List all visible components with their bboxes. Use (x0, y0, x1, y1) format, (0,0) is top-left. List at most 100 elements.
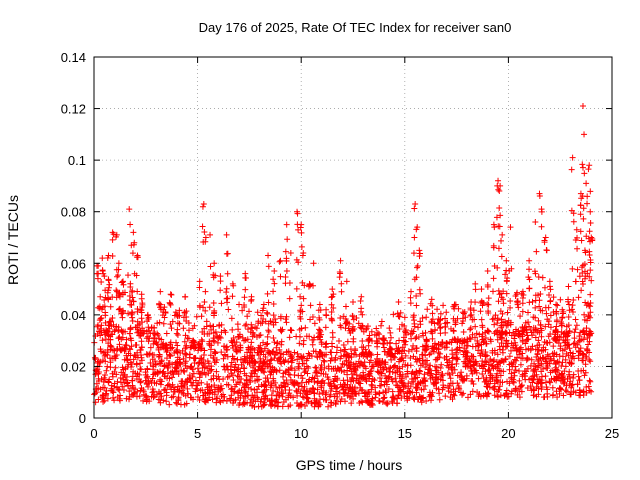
data-point (218, 329, 225, 336)
data-point (173, 311, 180, 318)
data-point (409, 369, 416, 376)
data-point (399, 371, 406, 378)
data-point (258, 347, 265, 354)
data-point (400, 384, 407, 391)
data-point (538, 347, 545, 354)
data-point (494, 320, 501, 327)
data-point (323, 311, 330, 318)
data-point (153, 380, 160, 387)
data-point (96, 328, 103, 335)
data-point (586, 356, 593, 363)
data-point (309, 313, 316, 320)
data-point (268, 402, 275, 409)
data-point (532, 314, 539, 321)
data-point (460, 338, 467, 345)
data-point (580, 336, 587, 343)
data-point (119, 364, 126, 371)
data-point (182, 378, 189, 385)
data-point (227, 396, 234, 403)
data-point (575, 367, 582, 374)
data-point (274, 340, 281, 347)
data-point (492, 312, 499, 319)
data-point (516, 377, 523, 384)
data-point (403, 393, 410, 400)
data-point (144, 365, 151, 372)
data-point (485, 310, 492, 317)
data-point (92, 390, 99, 397)
x-axis-label: GPS time / hours (296, 457, 403, 473)
data-point (392, 375, 399, 382)
data-point (116, 334, 123, 341)
data-point (266, 368, 273, 375)
data-point (497, 392, 504, 399)
data-point (349, 313, 356, 320)
data-point (399, 354, 406, 361)
data-point (120, 278, 127, 285)
data-point (569, 154, 576, 161)
data-point (202, 307, 209, 314)
data-point (582, 275, 589, 282)
data-point (402, 341, 409, 348)
data-point (305, 398, 312, 405)
data-point (535, 273, 542, 280)
data-point (240, 365, 247, 372)
data-point (526, 276, 533, 283)
data-point (532, 219, 539, 226)
data-point (387, 345, 394, 352)
data-point (167, 300, 174, 307)
data-point (524, 384, 531, 391)
data-point (566, 301, 573, 308)
data-point (212, 329, 219, 336)
data-point (101, 397, 108, 404)
data-point (98, 278, 105, 285)
data-point (286, 386, 293, 393)
data-point (107, 336, 114, 343)
data-point (204, 390, 211, 397)
data-point (293, 333, 300, 340)
data-point (183, 308, 190, 315)
data-point (491, 321, 498, 328)
data-point (503, 257, 510, 264)
data-point (190, 337, 197, 344)
data-point (491, 392, 498, 399)
data-point (209, 396, 216, 403)
data-point (265, 349, 272, 356)
data-point (567, 349, 574, 356)
data-point (355, 379, 362, 386)
data-point (451, 392, 458, 399)
data-point (495, 363, 502, 370)
data-point (301, 383, 308, 390)
data-point (260, 305, 267, 312)
data-point (99, 255, 106, 262)
y-tick-label: 0.08 (61, 205, 86, 220)
data-point (349, 326, 356, 333)
data-point (230, 355, 237, 362)
data-point (512, 387, 519, 394)
data-point (342, 346, 349, 353)
data-point (261, 382, 268, 389)
data-point (469, 331, 476, 338)
data-point (510, 379, 517, 386)
data-point (526, 266, 533, 273)
data-point (576, 377, 583, 384)
data-point (559, 314, 566, 321)
data-point (581, 131, 588, 138)
data-point (423, 361, 430, 368)
data-point (169, 361, 176, 368)
data-point (270, 300, 277, 307)
data-point (348, 400, 355, 407)
data-point (104, 395, 111, 402)
data-point (394, 347, 401, 354)
data-point (230, 376, 237, 383)
data-point (499, 231, 506, 238)
data-point (525, 319, 532, 326)
data-point (488, 362, 495, 369)
data-point (579, 357, 586, 364)
data-point (491, 383, 498, 390)
data-point (286, 334, 293, 341)
data-point (208, 326, 215, 333)
data-point (167, 291, 174, 298)
data-point (436, 396, 443, 403)
data-point (257, 360, 264, 367)
